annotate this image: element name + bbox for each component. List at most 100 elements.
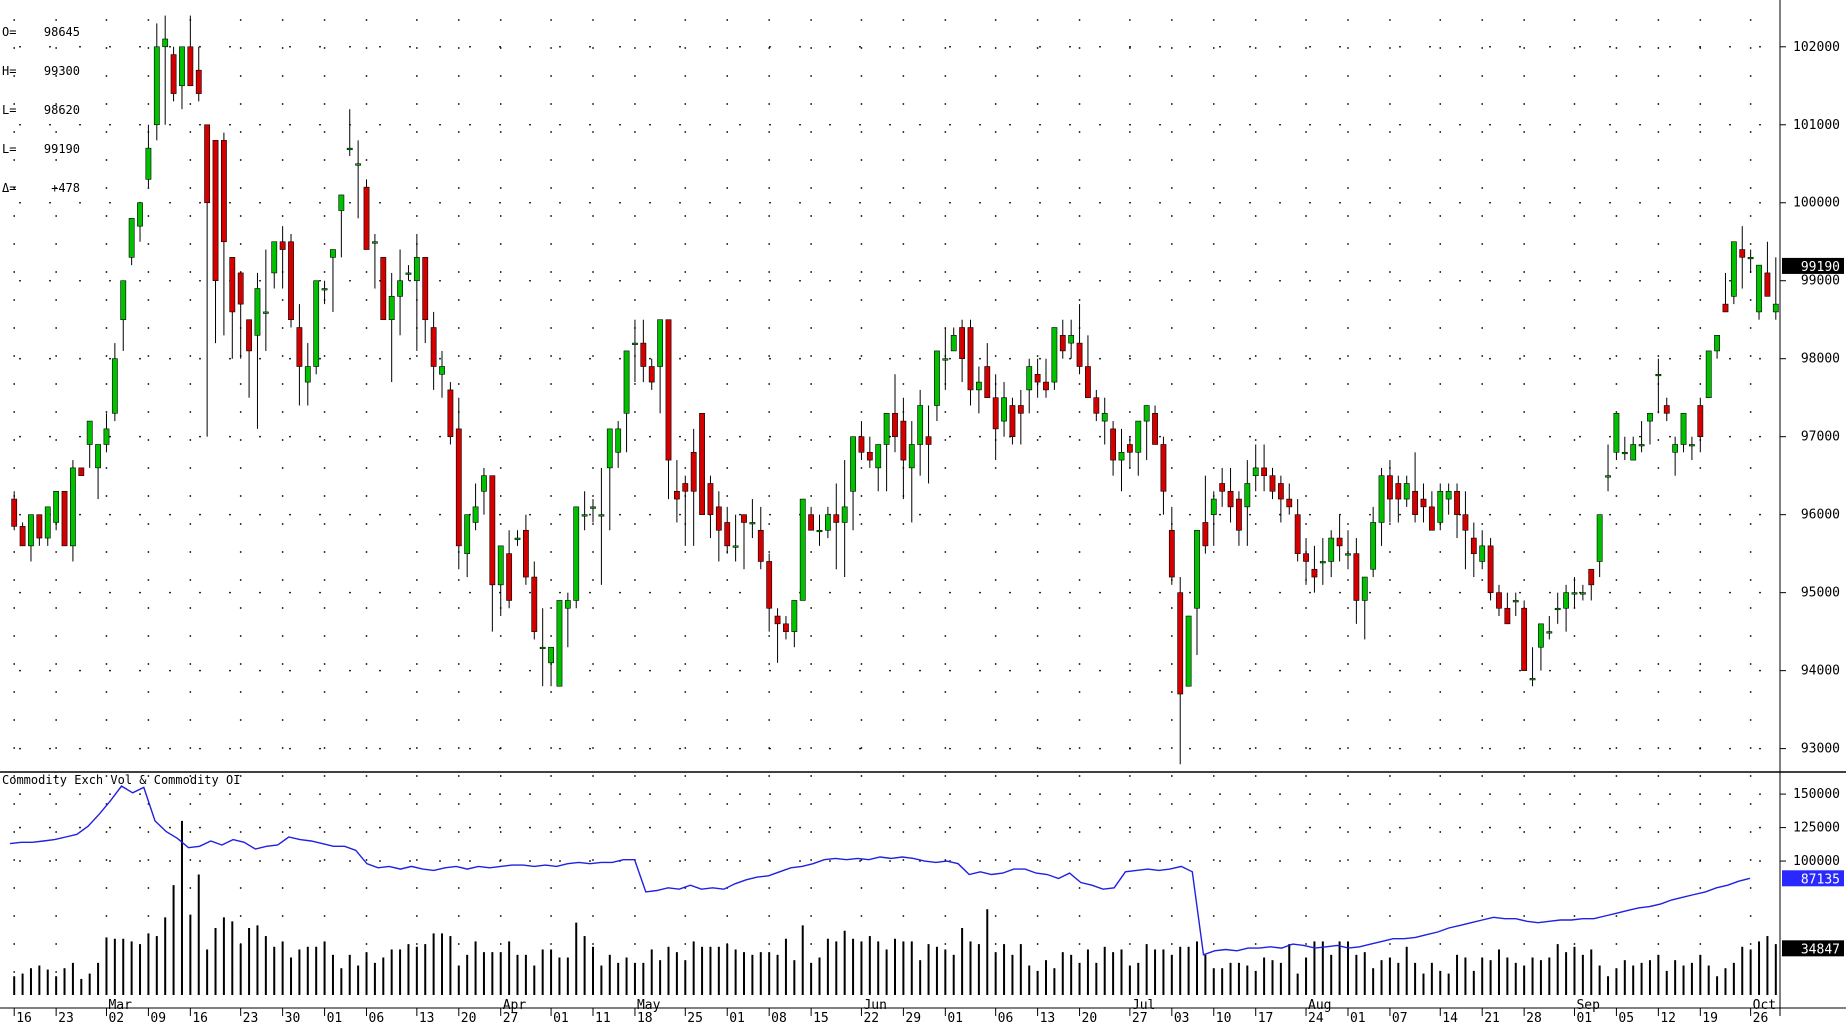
grid-dot bbox=[323, 215, 326, 217]
grid-dot bbox=[1609, 747, 1611, 750]
grid-dot bbox=[109, 435, 111, 438]
grid-dot bbox=[589, 860, 591, 862]
grid-dot bbox=[147, 831, 150, 833]
candle-body bbox=[1059, 335, 1066, 352]
candle-body bbox=[1756, 264, 1762, 313]
grid-dot bbox=[1305, 663, 1307, 665]
grid-dot bbox=[409, 747, 411, 750]
grid-dot bbox=[229, 357, 231, 360]
grid-dot bbox=[860, 131, 863, 133]
grid-dot bbox=[1099, 669, 1101, 672]
grid-dot bbox=[1128, 523, 1131, 525]
grid-dot bbox=[469, 279, 471, 282]
grid-dot bbox=[1069, 45, 1071, 48]
grid-dot bbox=[415, 215, 418, 217]
grid-dot bbox=[944, 831, 947, 833]
grid-dot bbox=[105, 103, 108, 105]
grid-dot bbox=[1523, 859, 1526, 861]
candle-body bbox=[632, 342, 638, 345]
grid-dot bbox=[259, 793, 261, 795]
grid-dot bbox=[79, 513, 81, 516]
grid-dot bbox=[550, 579, 552, 581]
grid-dot bbox=[169, 860, 171, 862]
grid-dot bbox=[994, 579, 997, 581]
grid-dot bbox=[1615, 327, 1618, 329]
grid-dot bbox=[259, 357, 261, 360]
grid-dot bbox=[319, 357, 321, 360]
candle-body bbox=[1412, 490, 1418, 515]
grid-dot bbox=[1439, 775, 1442, 777]
grid-dot bbox=[1347, 467, 1349, 469]
grid-dot bbox=[1439, 943, 1442, 945]
date-tick-label: 20 bbox=[1082, 1011, 1098, 1026]
grid-dot bbox=[13, 719, 16, 721]
candle-body bbox=[648, 366, 655, 383]
grid-dot bbox=[457, 719, 460, 721]
candle-body bbox=[237, 272, 244, 305]
month-label: Aug bbox=[1308, 998, 1331, 1013]
grid-dot bbox=[1615, 719, 1618, 721]
grid-dot bbox=[1481, 719, 1484, 721]
grid-dot bbox=[457, 579, 460, 581]
grid-dot bbox=[499, 915, 502, 917]
grid-dot bbox=[199, 45, 201, 48]
grid-dot bbox=[1549, 793, 1551, 795]
candle-body bbox=[1370, 522, 1377, 570]
grid-dot bbox=[859, 669, 861, 672]
grid-dot bbox=[1481, 299, 1484, 301]
grid-dot bbox=[239, 187, 242, 189]
grid-dot bbox=[1036, 579, 1039, 581]
grid-dot bbox=[1657, 719, 1660, 721]
grid-dot bbox=[1729, 669, 1731, 672]
date-tick-label: 19 bbox=[1702, 1011, 1718, 1026]
grid-dot bbox=[1481, 19, 1484, 21]
candle-body bbox=[816, 529, 823, 533]
grid-dot bbox=[1212, 747, 1215, 749]
candle-body bbox=[1277, 483, 1284, 500]
grid-dot bbox=[684, 327, 687, 329]
grid-dot bbox=[189, 635, 192, 637]
grid-dot bbox=[1212, 355, 1215, 357]
grid-dot bbox=[1579, 826, 1581, 829]
grid-dot bbox=[319, 279, 321, 282]
candle-body bbox=[95, 444, 101, 469]
grid-dot bbox=[1128, 75, 1131, 77]
grid-dot bbox=[239, 383, 242, 385]
grid-dot bbox=[55, 747, 58, 749]
candle-body bbox=[179, 46, 185, 87]
candle-body bbox=[1504, 607, 1511, 625]
grid-dot bbox=[1009, 826, 1011, 829]
grid-dot bbox=[1128, 607, 1131, 609]
grid-dot bbox=[323, 131, 326, 133]
grid-dot bbox=[109, 591, 111, 594]
candle-body bbox=[875, 444, 882, 469]
grid-dot bbox=[1389, 75, 1391, 77]
grid-dot bbox=[469, 747, 471, 750]
candle-body bbox=[103, 428, 110, 445]
candle-body bbox=[1663, 405, 1670, 414]
grid-dot bbox=[1639, 279, 1641, 282]
grid-dot bbox=[289, 669, 291, 672]
candle-body bbox=[288, 241, 294, 321]
candle-body bbox=[1160, 444, 1167, 492]
grid-dot bbox=[944, 75, 947, 77]
grid-dot bbox=[1657, 327, 1660, 329]
grid-dot bbox=[1212, 271, 1215, 273]
grid-dot bbox=[1657, 103, 1660, 105]
grid-dot bbox=[49, 826, 51, 829]
grid-dot bbox=[499, 75, 502, 77]
grid-dot bbox=[1657, 691, 1660, 693]
grid-dot bbox=[169, 123, 171, 126]
grid-dot bbox=[634, 299, 636, 301]
grid-dot bbox=[1078, 215, 1081, 217]
grid-dot bbox=[229, 747, 231, 750]
grid-dot bbox=[768, 495, 771, 497]
grid-dot bbox=[109, 860, 111, 862]
grid-dot bbox=[1189, 793, 1191, 795]
candle-body bbox=[162, 38, 169, 48]
grid-dot bbox=[1615, 943, 1618, 945]
grid-dot bbox=[349, 513, 351, 516]
grid-dot bbox=[550, 243, 552, 245]
grid-dot bbox=[944, 47, 947, 49]
grid-dot bbox=[189, 411, 192, 413]
